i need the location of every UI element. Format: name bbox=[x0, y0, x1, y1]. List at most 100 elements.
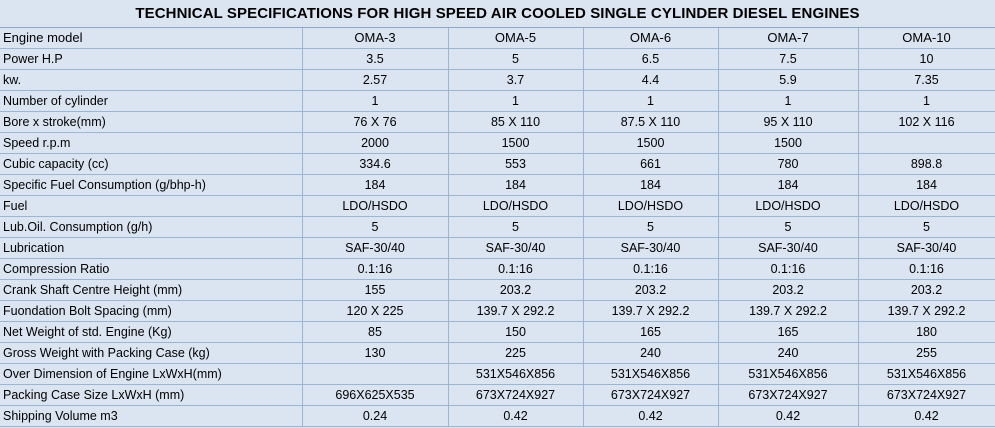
cell-value: SAF-30/40 bbox=[718, 237, 859, 259]
row-label: Fuel bbox=[0, 195, 303, 217]
cell-value: 6.5 bbox=[583, 48, 719, 70]
cell-value: 0.42 bbox=[858, 405, 995, 427]
cell-value: 203.2 bbox=[718, 279, 859, 301]
cell-value: 531X546X856 bbox=[718, 363, 859, 385]
model-header: OMA-5 bbox=[448, 28, 584, 49]
header-row: Engine model OMA-3 OMA-5 OMA-6 OMA-7 OMA… bbox=[0, 28, 995, 49]
cell-value: 76 X 76 bbox=[302, 111, 449, 133]
cell-value: 139.7 X 292.2 bbox=[858, 300, 995, 322]
cell-value: 10 bbox=[858, 48, 995, 70]
cell-value: 334.6 bbox=[302, 153, 449, 175]
row-label: Fuondation Bolt Spacing (mm) bbox=[0, 300, 303, 322]
row-label: Over Dimension of Engine LxWxH(mm) bbox=[0, 363, 303, 385]
cell-value: 180 bbox=[858, 321, 995, 343]
cell-value: 531X546X856 bbox=[448, 363, 584, 385]
cell-value: LDO/HSDO bbox=[858, 195, 995, 217]
cell-value: 165 bbox=[583, 321, 719, 343]
row-label: Lub.Oil. Consumption (g/h) bbox=[0, 216, 303, 238]
cell-value: 0.42 bbox=[448, 405, 584, 427]
row-label: Lubrication bbox=[0, 237, 303, 259]
cell-value: 553 bbox=[448, 153, 584, 175]
cell-value: 5 bbox=[448, 48, 584, 70]
cell-value: SAF-30/40 bbox=[583, 237, 719, 259]
model-header: OMA-3 bbox=[302, 28, 449, 49]
cell-value: 184 bbox=[302, 174, 449, 196]
cell-value: 139.7 X 292.2 bbox=[718, 300, 859, 322]
cell-value: 1 bbox=[583, 90, 719, 112]
cell-value: 531X546X856 bbox=[583, 363, 719, 385]
cell-value: SAF-30/40 bbox=[302, 237, 449, 259]
cell-value: 203.2 bbox=[858, 279, 995, 301]
cell-value: 87.5 X 110 bbox=[583, 111, 719, 133]
cell-value: 184 bbox=[718, 174, 859, 196]
cell-value: SAF-30/40 bbox=[858, 237, 995, 259]
model-header: OMA-6 bbox=[583, 28, 719, 49]
table-row: Packing Case Size LxWxH (mm) 696X625X535 6… bbox=[0, 384, 995, 406]
table-title: TECHNICAL SPECIFICATIONS FOR HIGH SPEED … bbox=[0, 0, 995, 28]
cell-value: 661 bbox=[583, 153, 719, 175]
table-row: Shipping Volume m3 0.24 0.42 0.42 0.42 0.42 bbox=[0, 405, 995, 427]
cell-value: 203.2 bbox=[448, 279, 584, 301]
table-row: kw. 2.57 3.7 4.4 5.9 7.35 bbox=[0, 69, 995, 91]
cell-value: 85 bbox=[302, 321, 449, 343]
cell-value: 898.8 bbox=[858, 153, 995, 175]
table-row: Fuel LDO/HSDO LDO/HSDO LDO/HSDO LDO/HSDO LDO/… bbox=[0, 195, 995, 217]
table-row: Lubrication SAF-30/40 SAF-30/40 SAF-30/40 SA… bbox=[0, 237, 995, 259]
cell-value: 95 X 110 bbox=[718, 111, 859, 133]
spec-table: Engine model OMA-3 OMA-5 OMA-6 OMA-7 OMA… bbox=[0, 28, 995, 427]
cell-value: 130 bbox=[302, 342, 449, 364]
cell-value: 165 bbox=[718, 321, 859, 343]
row-label: Cubic capacity (cc) bbox=[0, 153, 303, 175]
cell-value: 155 bbox=[302, 279, 449, 301]
cell-value: 5 bbox=[302, 216, 449, 238]
cell-value: 203.2 bbox=[583, 279, 719, 301]
table-row: Over Dimension of Engine LxWxH(mm) 531X54… bbox=[0, 363, 995, 385]
table-row: Net Weight of std. Engine (Kg) 85 150 165 16… bbox=[0, 321, 995, 343]
table-row: Specific Fuel Consumption (g/bhp-h) 184 18… bbox=[0, 174, 995, 196]
table-row: Bore x stroke(mm) 76 X 76 85 X 110 87.5 X 1… bbox=[0, 111, 995, 133]
row-label: Specific Fuel Consumption (g/bhp-h) bbox=[0, 174, 303, 196]
cell-value: 0.1:16 bbox=[718, 258, 859, 280]
cell-value: 255 bbox=[858, 342, 995, 364]
cell-value: 531X546X856 bbox=[858, 363, 995, 385]
cell-value: 150 bbox=[448, 321, 584, 343]
cell-value: 1500 bbox=[448, 132, 584, 154]
cell-value: 1500 bbox=[718, 132, 859, 154]
cell-value: 3.7 bbox=[448, 69, 584, 91]
cell-value: 1 bbox=[302, 90, 449, 112]
cell-value: 139.7 X 292.2 bbox=[448, 300, 584, 322]
cell-value: 7.5 bbox=[718, 48, 859, 70]
cell-value: 0.1:16 bbox=[302, 258, 449, 280]
cell-value: 780 bbox=[718, 153, 859, 175]
row-label: Crank Shaft Centre Height (mm) bbox=[0, 279, 303, 301]
cell-value: 673X724X927 bbox=[448, 384, 584, 406]
cell-value: 0.42 bbox=[583, 405, 719, 427]
row-label: Packing Case Size LxWxH (mm) bbox=[0, 384, 303, 406]
cell-value bbox=[858, 132, 995, 154]
cell-value: 240 bbox=[583, 342, 719, 364]
row-label: Power H.P bbox=[0, 48, 303, 70]
cell-value: 1 bbox=[448, 90, 584, 112]
cell-value: 0.1:16 bbox=[448, 258, 584, 280]
cell-value: 1 bbox=[718, 90, 859, 112]
cell-value: 2000 bbox=[302, 132, 449, 154]
cell-value: 5 bbox=[583, 216, 719, 238]
cell-value: 102 X 116 bbox=[858, 111, 995, 133]
row-label: Speed r.p.m bbox=[0, 132, 303, 154]
cell-value: SAF-30/40 bbox=[448, 237, 584, 259]
row-label: Compression Ratio bbox=[0, 258, 303, 280]
model-header: OMA-7 bbox=[718, 28, 859, 49]
table-row: Number of cylinder 1 1 1 1 1 bbox=[0, 90, 995, 112]
spec-table-body: Engine model OMA-3 OMA-5 OMA-6 OMA-7 OMA… bbox=[0, 28, 995, 427]
cell-value: 696X625X535 bbox=[302, 384, 449, 406]
cell-value: 5 bbox=[718, 216, 859, 238]
cell-value: 673X724X927 bbox=[583, 384, 719, 406]
cell-value: 4.4 bbox=[583, 69, 719, 91]
cell-value: 5.9 bbox=[718, 69, 859, 91]
cell-value: 3.5 bbox=[302, 48, 449, 70]
table-row: Cubic capacity (cc) 334.6 553 661 780 898.8 bbox=[0, 153, 995, 175]
cell-value: 2.57 bbox=[302, 69, 449, 91]
cell-value: 5 bbox=[858, 216, 995, 238]
cell-value: 139.7 X 292.2 bbox=[583, 300, 719, 322]
